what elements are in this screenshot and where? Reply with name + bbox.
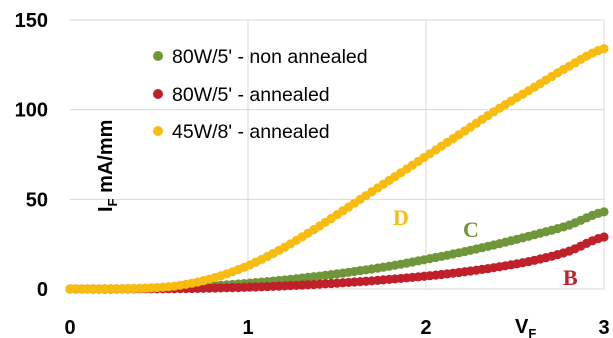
y-tick-label: 150 — [15, 10, 48, 32]
series-2 — [65, 44, 609, 294]
y-axis-label: IF mA/mm — [95, 120, 120, 212]
legend-label-series-0: 80W/5' - non annealed — [172, 46, 368, 68]
legend: 80W/5' - non annealed 80W/5' - annealed … — [153, 46, 368, 143]
y-axis-ticks: 0 50 100 150 — [15, 10, 48, 301]
x-tick-label: 0 — [64, 317, 75, 338]
curve-label-c: C — [463, 217, 479, 242]
curve-label-d: D — [393, 205, 409, 230]
legend-marker-series-1 — [153, 89, 163, 99]
x-tick-label: 2 — [420, 317, 431, 338]
y-axis-label-rest: mA/mm — [95, 120, 117, 199]
legend-label-series-1: 80W/5' - annealed — [172, 84, 330, 106]
legend-label-series-2: 45W/8' - annealed — [172, 121, 330, 143]
y-tick-label: 100 — [15, 100, 48, 122]
data-point — [599, 232, 609, 242]
series-layer — [65, 44, 609, 294]
data-point — [599, 207, 609, 217]
x-axis-label: VF — [515, 316, 536, 338]
y-axis-label-sub: F — [105, 198, 120, 206]
x-axis-ticks: 0 1 2 3 — [64, 317, 609, 338]
curve-label-b: B — [563, 265, 578, 290]
data-point — [599, 44, 609, 54]
y-axis-label-main: I — [95, 206, 117, 212]
x-tick-label: 1 — [242, 317, 253, 338]
x-axis-label-main: V — [515, 316, 529, 338]
y-tick-label: 50 — [26, 189, 48, 211]
legend-marker-series-2 — [153, 126, 163, 136]
legend-marker-series-0 — [153, 51, 163, 61]
x-axis-label-sub: F — [528, 326, 536, 338]
y-tick-label: 0 — [37, 279, 48, 301]
x-tick-label: 3 — [598, 317, 609, 338]
